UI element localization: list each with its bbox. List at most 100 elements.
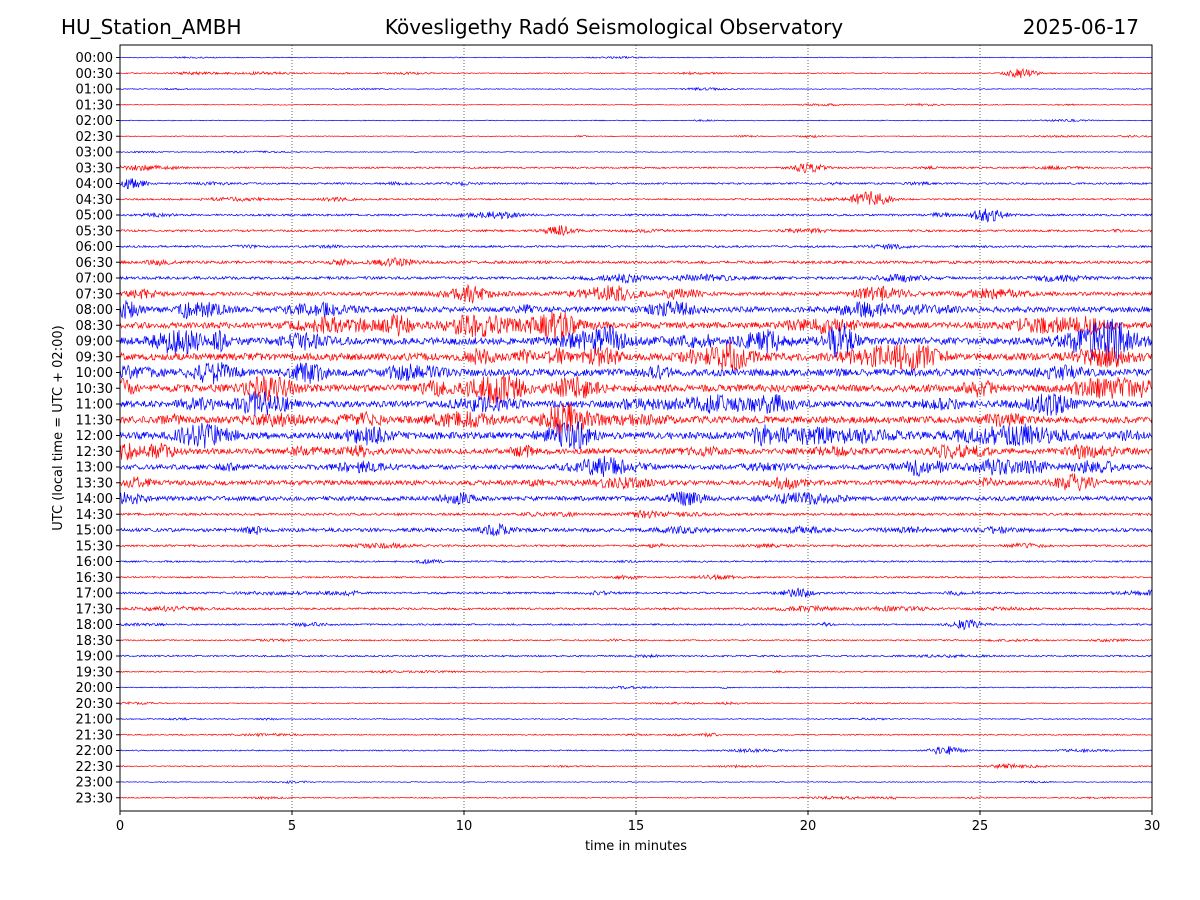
y-tick-label: 22:30 <box>76 760 113 775</box>
trace-row-2130 <box>120 732 1152 738</box>
x-tick-label: 25 <box>972 819 989 834</box>
y-tick-label: 13:00 <box>76 461 113 476</box>
y-tick-label: 22:00 <box>76 744 113 759</box>
y-tick-label: 03:00 <box>76 146 113 161</box>
trace-row-1800 <box>120 618 1152 631</box>
trace-row-1500 <box>120 522 1152 537</box>
x-tick-label: 0 <box>116 819 124 834</box>
trace-row-1130 <box>120 403 1152 436</box>
chart-header: HU_Station_AMBH Kövesligethy Radó Seismo… <box>0 0 1200 45</box>
seismic-traces <box>120 55 1152 801</box>
trace-row-1200 <box>120 421 1152 450</box>
trace-row-2100 <box>120 716 1152 721</box>
y-tick-label: 05:00 <box>76 209 113 224</box>
y-tick-label: 01:00 <box>76 83 113 98</box>
trace-row-0130 <box>120 102 1152 107</box>
trace-row-1900 <box>120 653 1152 659</box>
y-tick-label: 17:30 <box>76 602 113 617</box>
trace-row-0230 <box>120 134 1152 139</box>
y-tick-label: 16:00 <box>76 555 113 570</box>
trace-row-0200 <box>120 118 1152 123</box>
y-tick-label: 05:30 <box>76 224 113 239</box>
y-axis-ticks: 00:0000:3001:0001:3002:0002:3003:0003:30… <box>76 51 120 806</box>
trace-row-2330 <box>120 795 1152 801</box>
y-axis-label: UTC (local time = UTC + 02:00) <box>51 325 66 530</box>
record-date: 2025-06-17 <box>1022 15 1139 39</box>
y-tick-label: 18:30 <box>76 634 113 649</box>
trace-row-0530 <box>120 225 1152 237</box>
trace-row-0730 <box>120 283 1152 304</box>
y-tick-label: 04:30 <box>76 193 113 208</box>
y-tick-label: 10:30 <box>76 382 113 397</box>
y-tick-label: 08:00 <box>76 303 113 318</box>
y-tick-label: 02:00 <box>76 114 113 129</box>
trace-row-0430 <box>120 191 1152 205</box>
trace-row-0900 <box>120 318 1152 362</box>
trace-row-1830 <box>120 638 1152 643</box>
trace-row-0300 <box>120 150 1152 154</box>
trace-row-1430 <box>120 509 1152 519</box>
trace-row-1230 <box>120 442 1152 461</box>
trace-row-0030 <box>120 67 1152 79</box>
trace-row-1100 <box>120 391 1152 416</box>
x-tick-label: 30 <box>1144 819 1161 834</box>
y-tick-label: 23:00 <box>76 776 113 791</box>
y-tick-label: 17:00 <box>76 587 113 602</box>
y-tick-label: 11:30 <box>76 413 113 428</box>
vertical-grid <box>291 45 981 811</box>
y-tick-label: 08:30 <box>76 319 113 334</box>
y-tick-label: 01:30 <box>76 98 113 113</box>
observatory-title: Kövesligethy Radó Seismological Observat… <box>384 15 844 39</box>
x-tick-label: 20 <box>800 819 817 834</box>
trace-row-0600 <box>120 243 1152 251</box>
y-tick-label: 04:00 <box>76 177 113 192</box>
trace-row-0800 <box>120 300 1152 320</box>
y-tick-label: 12:00 <box>76 429 113 444</box>
x-tick-label: 10 <box>456 819 473 834</box>
trace-row-0700 <box>120 273 1152 284</box>
y-tick-label: 00:30 <box>76 67 113 82</box>
y-tick-label: 03:30 <box>76 161 113 176</box>
x-tick-label: 15 <box>628 819 645 834</box>
y-tick-label: 10:00 <box>76 366 113 381</box>
y-tick-label: 21:30 <box>76 728 113 743</box>
trace-row-0930 <box>120 341 1152 371</box>
y-tick-label: 14:00 <box>76 492 113 507</box>
trace-row-1730 <box>120 604 1152 613</box>
x-tick-label: 5 <box>288 819 296 834</box>
trace-row-1300 <box>120 455 1152 478</box>
y-tick-label: 07:30 <box>76 287 113 302</box>
trace-row-1000 <box>120 362 1152 385</box>
trace-row-2200 <box>120 746 1152 756</box>
y-tick-label: 20:00 <box>76 681 113 696</box>
y-tick-label: 23:30 <box>76 791 113 806</box>
trace-row-2300 <box>120 780 1152 784</box>
y-tick-label: 09:30 <box>76 350 113 365</box>
trace-row-0100 <box>120 86 1152 92</box>
y-tick-label: 19:00 <box>76 650 113 665</box>
trace-row-2000 <box>120 685 1152 690</box>
trace-row-1930 <box>120 669 1152 674</box>
y-tick-label: 06:00 <box>76 240 113 255</box>
trace-row-1600 <box>120 558 1152 565</box>
y-tick-label: 07:00 <box>76 272 113 287</box>
y-tick-label: 15:30 <box>76 539 113 554</box>
trace-row-0500 <box>120 208 1152 223</box>
trace-row-2230 <box>120 762 1152 770</box>
station-name: HU_Station_AMBH <box>61 15 242 39</box>
y-tick-label: 11:00 <box>76 398 113 413</box>
x-axis-label: time in minutes <box>585 839 687 854</box>
trace-row-1330 <box>120 473 1152 492</box>
y-tick-label: 02:30 <box>76 130 113 145</box>
y-tick-label: 12:30 <box>76 445 113 460</box>
trace-row-0630 <box>120 257 1152 268</box>
trace-row-1630 <box>120 573 1152 581</box>
y-tick-label: 18:00 <box>76 618 113 633</box>
y-tick-label: 19:30 <box>76 665 113 680</box>
trace-row-0400 <box>120 178 1152 190</box>
x-axis-ticks: 0 5 10 15 20 25 30 <box>116 811 1160 834</box>
trace-row-0330 <box>120 162 1152 174</box>
y-tick-label: 20:30 <box>76 697 113 712</box>
y-tick-label: 13:30 <box>76 476 113 491</box>
